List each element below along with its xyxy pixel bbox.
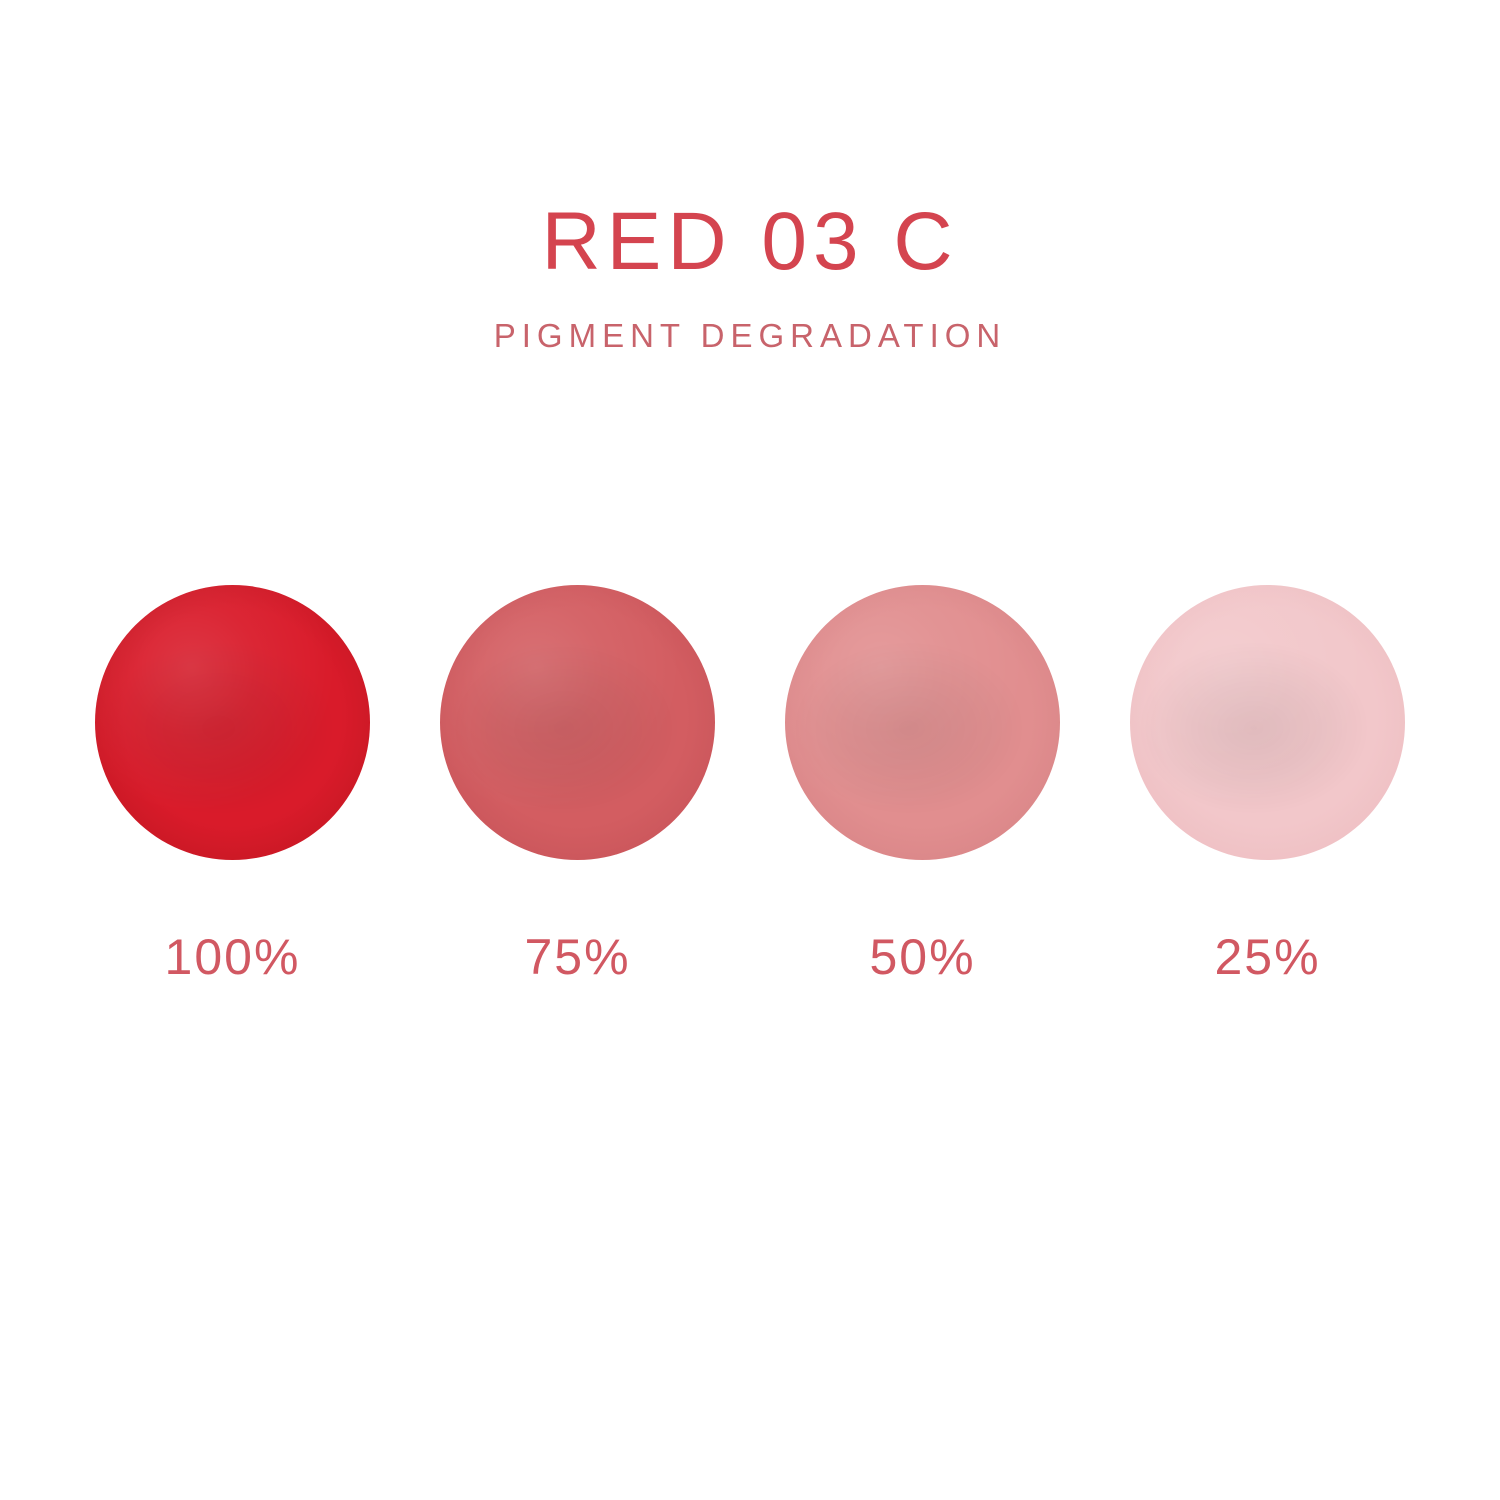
swatch-label: 75%	[524, 928, 630, 986]
swatch-item: 75%	[440, 585, 715, 986]
swatch-circle-50	[785, 585, 1060, 860]
subtitle: PIGMENT DEGRADATION	[494, 317, 1006, 355]
title: RED 03 C	[541, 195, 958, 289]
swatch-row: 100% 75% 50% 25%	[0, 585, 1500, 986]
swatch-label: 25%	[1214, 928, 1320, 986]
swatch-circle-100	[95, 585, 370, 860]
swatch-circle-75	[440, 585, 715, 860]
swatch-item: 25%	[1130, 585, 1405, 986]
swatch-item: 50%	[785, 585, 1060, 986]
swatch-circle-25	[1130, 585, 1405, 860]
swatch-label: 50%	[869, 928, 975, 986]
swatch-label: 100%	[165, 928, 301, 986]
pigment-degradation-card: RED 03 C PIGMENT DEGRADATION 100% 75% 50…	[0, 0, 1500, 1500]
swatch-item: 100%	[95, 585, 370, 986]
